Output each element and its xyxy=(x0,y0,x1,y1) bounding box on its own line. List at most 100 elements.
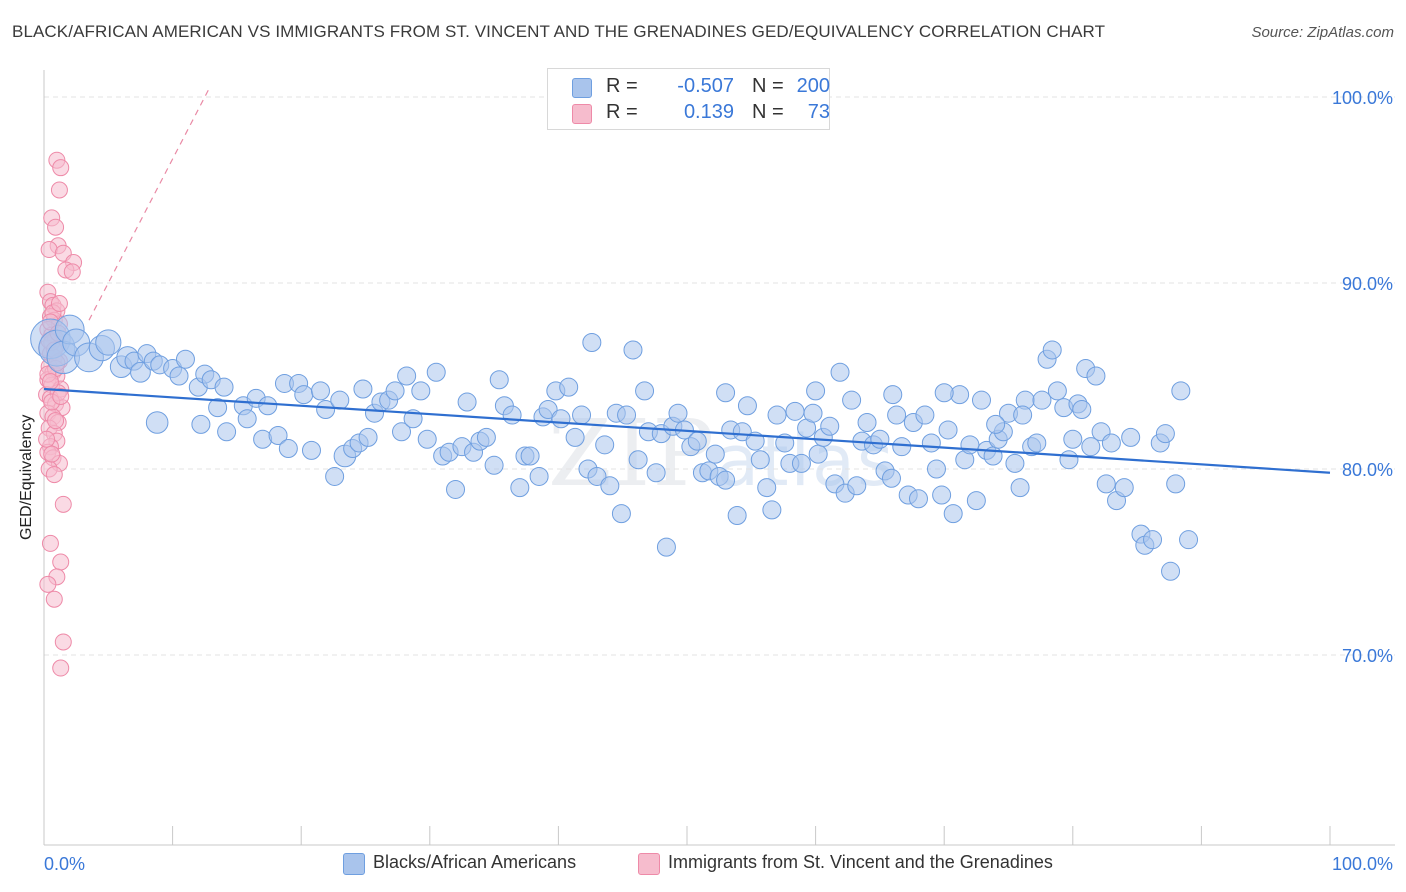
blue-point xyxy=(95,329,122,356)
y-tick-label: 80.0% xyxy=(1342,460,1393,480)
blue-point xyxy=(1096,474,1116,494)
blue-point xyxy=(727,506,747,525)
blue-point xyxy=(646,463,666,483)
blue-point xyxy=(908,489,928,509)
correlation-legend: R = -0.507 N = 200 R = 0.139 N = 73 xyxy=(547,68,830,130)
blue-point xyxy=(217,422,237,442)
blue-point xyxy=(214,377,234,397)
blue-point xyxy=(559,377,579,397)
blue-point xyxy=(551,409,571,429)
blue-point xyxy=(301,440,321,460)
blue-point xyxy=(392,422,412,442)
blue-point xyxy=(565,427,585,447)
blue-point xyxy=(353,379,373,399)
blue-point xyxy=(737,396,757,416)
r-value: -0.507 xyxy=(677,75,734,97)
blue-point xyxy=(803,403,823,423)
blue-point xyxy=(385,381,405,401)
blue-point xyxy=(258,396,278,416)
blue-point xyxy=(628,450,648,470)
n-value: 73 xyxy=(807,101,830,123)
pink-point xyxy=(45,590,63,608)
legend-label-immigrants: Immigrants from St. Vincent and the Gren… xyxy=(668,852,1053,872)
blue-point xyxy=(411,381,431,401)
blue-point xyxy=(1179,530,1199,550)
r-value: 0.139 xyxy=(683,101,734,123)
blue-point xyxy=(881,468,901,488)
x-tick-label: 0.0% xyxy=(44,854,85,874)
blue-point xyxy=(716,383,736,403)
blue-point xyxy=(934,383,954,403)
blue-point xyxy=(1059,450,1079,470)
pink-point xyxy=(52,553,70,571)
blue-point xyxy=(883,385,903,405)
n-label: N = xyxy=(752,75,784,97)
blue-point xyxy=(294,385,314,405)
blue-point xyxy=(595,435,615,455)
x-tick-label: 100.0% xyxy=(1332,854,1393,874)
blue-point xyxy=(830,362,850,382)
blue-point xyxy=(1010,478,1030,498)
blue-point xyxy=(791,453,811,473)
pink-point xyxy=(63,263,81,281)
pink-point xyxy=(45,466,63,484)
legend-item-immigrants: Immigrants from St. Vincent and the Gren… xyxy=(638,852,1108,876)
blue-legend-swatch xyxy=(343,853,365,875)
blue-point xyxy=(943,504,963,524)
blue-point xyxy=(785,401,805,421)
blue-point xyxy=(476,427,496,447)
blue-point xyxy=(1171,381,1191,401)
y-tick-label: 100.0% xyxy=(1332,88,1393,108)
blue-point xyxy=(1072,399,1092,419)
y-axis-label: GED/Equivalency xyxy=(18,414,35,540)
chart-title: BLACK/AFRICAN AMERICAN VS IMMIGRANTS FRO… xyxy=(12,22,1106,41)
pink-swatch xyxy=(572,104,592,124)
blue-point xyxy=(1166,474,1186,494)
blue-point xyxy=(325,466,345,486)
pink-point xyxy=(40,241,58,259)
blue-point xyxy=(208,398,228,418)
pink-point xyxy=(39,575,57,593)
blue-point xyxy=(960,435,980,455)
blue-point xyxy=(847,476,867,496)
blue-point xyxy=(426,362,446,382)
blue-point xyxy=(1143,530,1163,550)
blue-point xyxy=(191,414,211,434)
blue-point xyxy=(1027,433,1047,453)
blue-point xyxy=(611,504,631,524)
blue-point xyxy=(145,411,169,434)
blue-point xyxy=(1005,453,1025,473)
blue-point xyxy=(169,366,189,386)
source-label: Source: ZipAtlas.com xyxy=(1251,24,1394,41)
pink-point xyxy=(50,294,68,312)
blue-point xyxy=(1161,561,1181,581)
blue-point xyxy=(529,466,549,486)
pink-point xyxy=(52,387,70,405)
blue-point xyxy=(656,537,676,557)
pink-point xyxy=(52,659,70,677)
legend-item-blacks: Blacks/African Americans xyxy=(343,852,623,876)
pink-trend-line xyxy=(88,89,210,321)
blue-point xyxy=(668,403,688,423)
pink-point xyxy=(54,633,72,651)
blue-point xyxy=(757,478,777,498)
pink-point xyxy=(41,534,59,552)
blue-point xyxy=(842,390,862,410)
blue-point xyxy=(1081,437,1101,457)
pink-point xyxy=(52,159,70,177)
y-tick-label: 70.0% xyxy=(1342,646,1393,666)
blue-point xyxy=(767,405,787,425)
blue-point xyxy=(986,414,1006,434)
blue-point xyxy=(1047,381,1067,401)
blue-point xyxy=(520,446,540,466)
pink-point xyxy=(41,373,59,391)
blue-point xyxy=(716,470,736,490)
blue-point xyxy=(587,466,607,486)
blue-point xyxy=(966,491,986,511)
blue-point xyxy=(887,405,907,425)
blue-point xyxy=(1063,429,1083,449)
n-label: N = xyxy=(752,101,784,123)
blue-swatch xyxy=(572,78,592,98)
blue-point xyxy=(971,390,991,410)
